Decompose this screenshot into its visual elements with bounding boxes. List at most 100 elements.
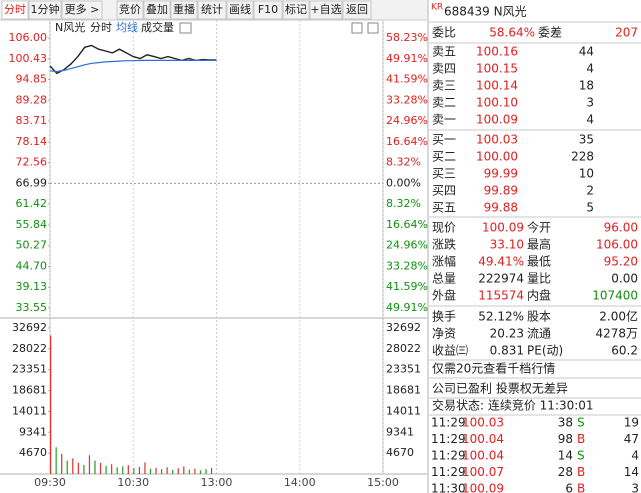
- trade-volume: 6: [565, 482, 573, 493]
- volume-tick-label: 28022: [386, 342, 421, 355]
- volume-bar: [61, 453, 63, 474]
- y-tick-label: 106.00: [9, 31, 48, 44]
- ask-label: 卖三: [432, 79, 456, 93]
- toolbar-label[interactable]: 1分钟: [31, 2, 60, 16]
- toolbar-label[interactable]: 分时: [4, 3, 26, 16]
- trade-time: 11:29: [431, 449, 466, 463]
- volume-tick-label: 9341: [386, 425, 414, 438]
- y2-tick-label: 33.28%: [386, 259, 428, 272]
- stat-value: 4278万: [595, 327, 638, 341]
- toolbar-label[interactable]: 叠加: [146, 3, 168, 16]
- toolbar-button[interactable]: [170, 0, 198, 20]
- stat-value: 222974: [478, 272, 524, 286]
- bid-price: 100.03: [476, 133, 518, 147]
- stat-label: 流通: [527, 327, 551, 341]
- volume-bar: [210, 467, 213, 474]
- stat-value: 107400: [592, 289, 638, 303]
- trade-time: 11:29: [431, 432, 466, 446]
- toolbar-label[interactable]: 重播: [173, 2, 195, 16]
- stat-label: 量比: [527, 272, 551, 286]
- price-line: [49, 59, 217, 73]
- toolbar-button[interactable]: [197, 0, 227, 20]
- stat-label: 净资: [432, 327, 456, 341]
- volume-tick-label: 18681: [12, 384, 47, 397]
- stat-label: 换手: [432, 310, 456, 324]
- stat-label: 最高: [527, 237, 551, 252]
- toolbar-label[interactable]: 更多 >: [65, 2, 100, 16]
- y-tick-label: 89.28: [16, 93, 48, 106]
- bid-volume: 228: [571, 150, 594, 164]
- trade-time: 11:29: [431, 465, 466, 479]
- ask-price: 100.09: [476, 113, 518, 127]
- window-icon[interactable]: [367, 22, 379, 34]
- bid-price: 99.99: [484, 167, 518, 181]
- ask-label: 卖五: [432, 45, 456, 59]
- stock-code: 688439 N风光: [444, 5, 527, 19]
- ask-price: 100.16: [476, 45, 518, 59]
- toolbar-label[interactable]: 返回: [346, 3, 368, 16]
- y2-tick-label: 33.28%: [386, 93, 428, 106]
- y2-tick-label: 24.96%: [386, 114, 428, 127]
- volume-bar: [111, 464, 113, 474]
- stat-label: 外盘: [432, 288, 456, 303]
- y2-tick-label: 58.23%: [386, 31, 428, 44]
- trade-price: 100.04: [462, 449, 504, 463]
- y-tick-label: 39.13: [16, 280, 48, 293]
- toolbar-button[interactable]: [1, 0, 29, 20]
- bid-volume: 35: [579, 133, 594, 147]
- volume-tick-label: 4670: [386, 446, 414, 459]
- volume-tick-label: 14011: [12, 404, 47, 417]
- y2-tick-label: 41.59%: [386, 280, 428, 293]
- y-tick-label: 83.71: [16, 114, 48, 127]
- stat-label: 今开: [527, 220, 551, 235]
- ask-volume: 44: [579, 45, 594, 59]
- volume-tick-label: 14011: [386, 404, 421, 417]
- stat-label: 收益㈢: [432, 344, 468, 358]
- toolbar-button[interactable]: [309, 0, 343, 20]
- volume-bar: [116, 467, 118, 474]
- trade-price: 100.07: [462, 465, 504, 479]
- ask-label: 卖二: [432, 96, 456, 110]
- toolbar-button[interactable]: [342, 0, 372, 20]
- y-tick-label: 61.42: [16, 197, 48, 210]
- trade-side: B: [577, 465, 585, 479]
- bid-price: 100.00: [476, 150, 518, 164]
- note: 公司已盈利 投票权无差异: [432, 381, 568, 396]
- y2-tick-label: 8.32%: [386, 197, 421, 210]
- toolbar-label[interactable]: 竞价: [119, 2, 141, 16]
- zoom-icon[interactable]: [351, 22, 363, 34]
- x-tick-label: 10:30: [117, 476, 149, 489]
- trade-volume: 28: [558, 465, 573, 479]
- toolbar-label[interactable]: F10: [258, 3, 278, 16]
- ask-label: 卖四: [432, 62, 456, 76]
- toolbar-label[interactable]: 标记: [285, 2, 307, 16]
- label: 委比: [432, 26, 456, 40]
- bid-price: 99.89: [484, 184, 518, 198]
- toolbar-label[interactable]: +自选: [310, 3, 341, 16]
- toolbar-button[interactable]: [116, 0, 144, 20]
- trade-volume: 98: [558, 432, 573, 446]
- trade-count: 47: [624, 432, 639, 446]
- bid-volume: 5: [586, 201, 594, 215]
- toolbar-button[interactable]: [28, 0, 62, 20]
- volume-bar: [99, 462, 102, 474]
- stat-value: 0.831: [490, 344, 524, 358]
- toolbar-label[interactable]: 统计: [201, 3, 223, 16]
- volume-tick-label: 28022: [12, 342, 47, 355]
- toolbar-label[interactable]: 画线: [229, 2, 251, 16]
- volume-bar: [144, 462, 146, 474]
- toolbar-button[interactable]: [282, 0, 310, 20]
- toolbar-button[interactable]: [61, 0, 103, 20]
- legend-entry: 均线: [116, 20, 138, 34]
- camera-icon[interactable]: [179, 22, 192, 34]
- toolbar-button[interactable]: [143, 0, 171, 20]
- stat-value: 106.00: [596, 238, 638, 252]
- toolbar-button[interactable]: [253, 0, 283, 20]
- volume-tick-label: 32692: [386, 321, 421, 334]
- volume-bar: [172, 469, 174, 474]
- volume-bar: [83, 465, 85, 474]
- toolbar-button[interactable]: [226, 0, 254, 20]
- legend-entry: 成交量: [141, 20, 174, 34]
- stat-label: 股本: [527, 310, 551, 324]
